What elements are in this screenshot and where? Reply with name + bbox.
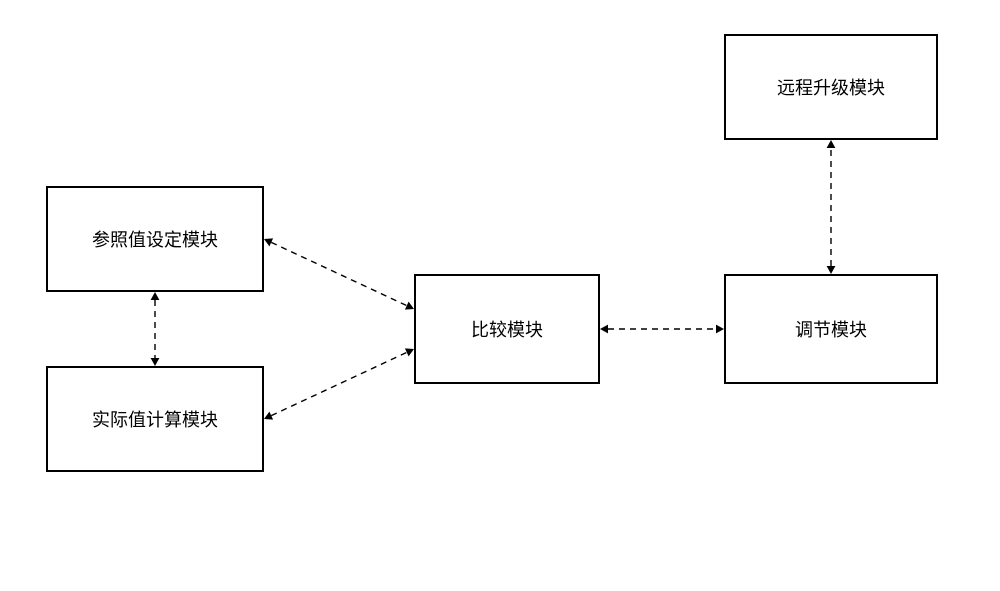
- node-adjust: 调节模块: [724, 274, 938, 384]
- node-label: 实际值计算模块: [92, 406, 218, 432]
- node-label: 调节模块: [795, 316, 867, 342]
- node-compare: 比较模块: [414, 274, 600, 384]
- node-actual: 实际值计算模块: [46, 366, 264, 472]
- node-ref-set: 参照值设定模块: [46, 186, 264, 292]
- diagram-canvas: 参照值设定模块 实际值计算模块 比较模块 调节模块 远程升级模块: [0, 0, 1000, 591]
- node-label: 远程升级模块: [777, 74, 885, 100]
- node-label: 参照值设定模块: [92, 226, 218, 252]
- node-label: 比较模块: [471, 316, 543, 342]
- node-upgrade: 远程升级模块: [724, 34, 938, 140]
